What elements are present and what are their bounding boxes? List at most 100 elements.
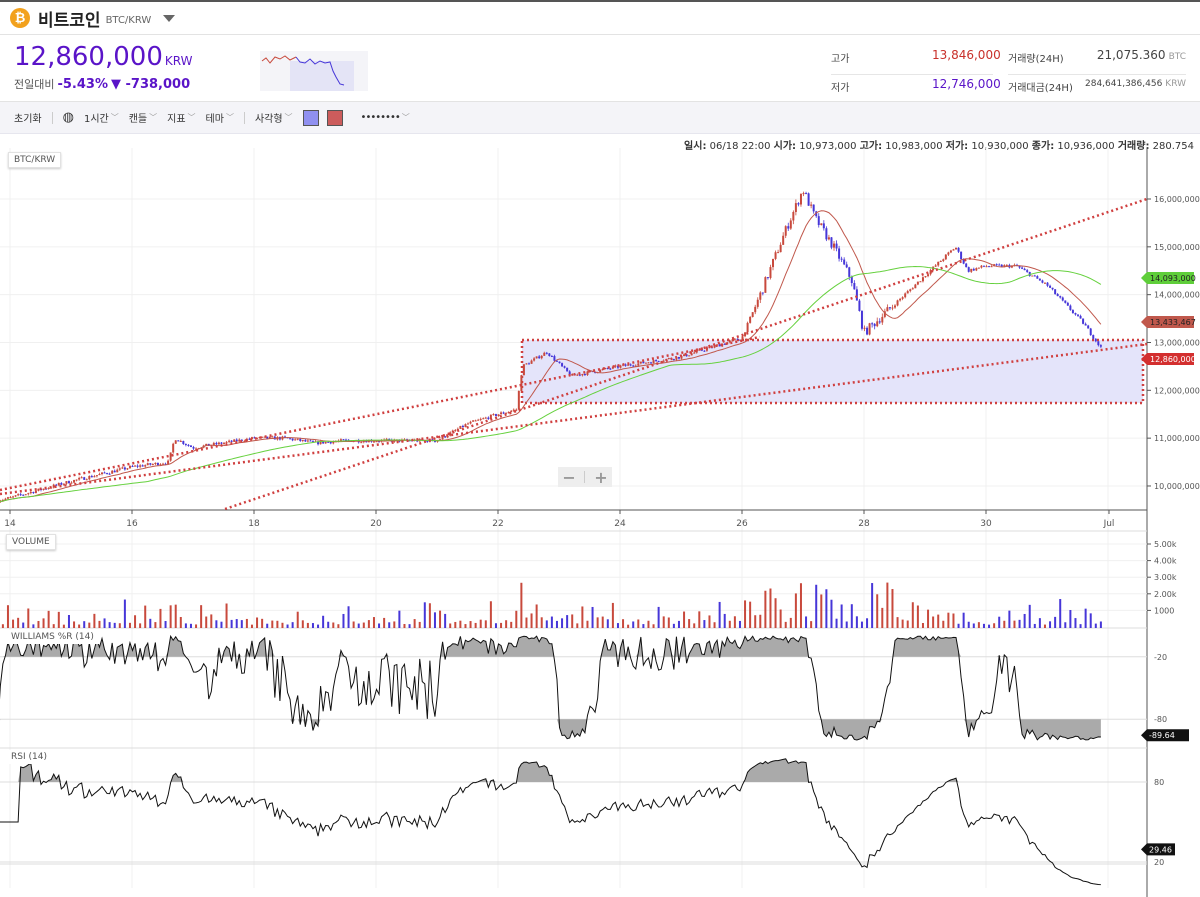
volume-bar: [1069, 610, 1072, 628]
volume-bar: [967, 621, 970, 628]
volume-bar: [1018, 619, 1021, 628]
volume-bar: [799, 583, 802, 628]
volume-bar: [479, 619, 482, 628]
candle-body: [868, 323, 871, 335]
x-tick-label: 26: [736, 519, 748, 529]
volume-bar: [47, 610, 50, 628]
fill-color-swatch[interactable]: [302, 109, 319, 126]
rsi-overbought-fill: [0, 758, 1101, 782]
volume-bar: [754, 615, 757, 628]
candle-body: [990, 266, 993, 268]
candle-body: [982, 265, 985, 267]
volume-bar: [723, 613, 726, 628]
candle-body: [121, 467, 124, 469]
candle-body: [947, 252, 950, 255]
x-tick-label: 30: [980, 519, 992, 529]
volume-bar: [154, 622, 157, 628]
volume-bar: [388, 622, 391, 628]
candle-body: [713, 345, 716, 348]
volume-bar: [596, 617, 599, 628]
price-chart[interactable]: 141618202224262830Jul216,000,00015,000,0…: [0, 148, 1200, 897]
candle-body: [835, 243, 838, 249]
volume-bar: [601, 616, 604, 628]
interval-dropdown[interactable]: 1시간 ﹀: [83, 113, 119, 125]
candle-body: [1010, 265, 1013, 268]
low-label: 저가: [831, 83, 850, 94]
zoom-in-button[interactable]: +: [594, 467, 608, 487]
volume-bar: [830, 599, 833, 628]
candle-body: [42, 488, 45, 490]
candle-body: [385, 438, 388, 440]
candle-body: [1038, 278, 1041, 281]
volume-bar: [195, 624, 198, 628]
candle-body: [1041, 280, 1044, 283]
candle-body: [810, 204, 813, 206]
candle-body: [667, 358, 670, 360]
coin-dropdown-caret-icon[interactable]: [163, 14, 176, 22]
volume-bar: [1089, 613, 1092, 628]
volume-bar: [835, 618, 838, 628]
candle-body: [83, 477, 86, 480]
candle-body: [291, 438, 294, 441]
candle-body: [101, 472, 104, 475]
candle-body: [888, 307, 891, 309]
candle-body: [294, 439, 297, 441]
candle-body: [1000, 264, 1003, 267]
candle-body: [738, 339, 741, 341]
candle-body: [494, 414, 497, 416]
candle-body: [449, 432, 452, 436]
trend-line: [224, 197, 1148, 511]
volume-bar: [500, 622, 503, 628]
theme-dropdown[interactable]: 테마 ﹀: [205, 113, 234, 125]
volume-bar: [93, 613, 96, 628]
indicator-dropdown[interactable]: 지표 ﹀: [167, 113, 196, 125]
x-tick-label: 16: [126, 519, 138, 529]
candle-body: [688, 355, 691, 357]
volume-bar: [566, 615, 569, 628]
line-style-dropdown[interactable]: •••••••• ﹀: [360, 112, 410, 123]
candle-body: [761, 292, 764, 294]
candle-body: [500, 412, 503, 415]
candle-body: [528, 363, 531, 365]
globe-icon[interactable]: ◍: [62, 110, 74, 125]
candle-body: [1018, 265, 1021, 268]
volume-bar: [713, 622, 716, 628]
candle-body: [4, 498, 7, 500]
volume-bar: [250, 624, 253, 628]
volume-bar: [530, 613, 533, 628]
volume-bar: [174, 604, 177, 628]
candle-body: [9, 497, 12, 499]
shape-dropdown[interactable]: 사각형 ﹀: [254, 113, 293, 125]
candle-body: [1026, 270, 1029, 272]
volume-bar: [433, 612, 436, 628]
candle-body: [827, 237, 830, 240]
candle-body: [477, 419, 480, 421]
candle-body: [1069, 305, 1072, 311]
volume-bar: [225, 603, 228, 628]
stroke-color-swatch[interactable]: [326, 109, 343, 126]
candle-body: [571, 373, 574, 376]
volume-bar: [128, 622, 131, 628]
volume-bar: [149, 618, 152, 628]
ma-long-line: [0, 266, 1102, 503]
candle-body: [683, 354, 686, 357]
candle-body: [284, 436, 287, 438]
volume-bar: [962, 612, 965, 628]
volume-bar: [296, 611, 299, 628]
volume-bar: [398, 610, 401, 628]
zoom-out-button[interactable]: −: [562, 467, 576, 487]
candle-body: [967, 267, 970, 272]
candle-body: [1087, 325, 1090, 329]
volume-bar: [103, 618, 106, 628]
candle-body: [189, 445, 192, 448]
reset-button[interactable]: 초기화: [14, 114, 42, 125]
volume-bar: [555, 620, 558, 628]
volume-bar: [383, 617, 386, 628]
candle-body: [1056, 294, 1059, 297]
candle-body: [192, 447, 195, 449]
candle-body: [538, 356, 541, 359]
last-price-label: 12,860,000: [1150, 355, 1196, 364]
candle-body: [843, 259, 846, 265]
candle-body: [1077, 314, 1080, 316]
chart-type-dropdown[interactable]: 캔들 ﹀: [128, 113, 158, 125]
